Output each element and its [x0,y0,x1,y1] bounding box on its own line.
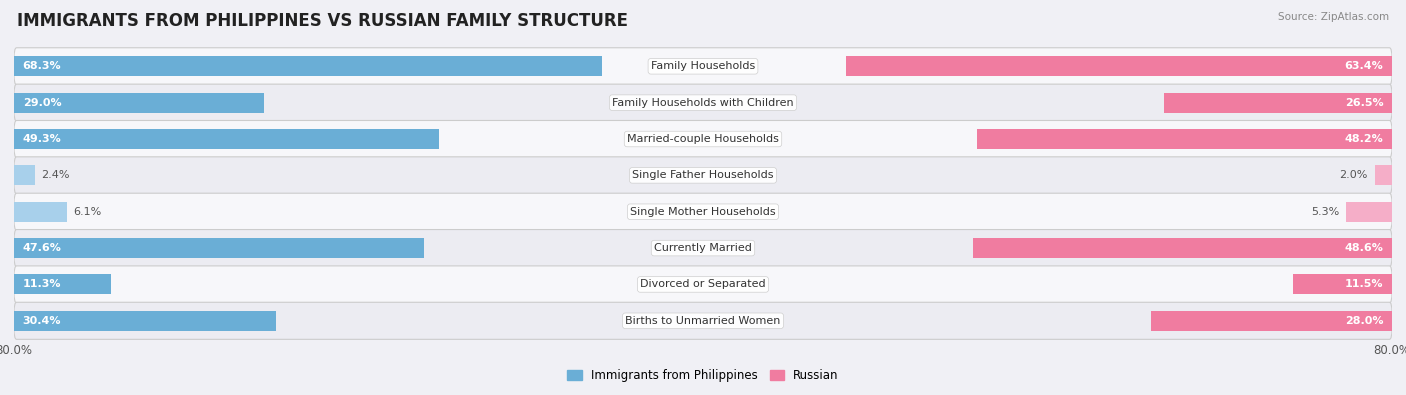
Text: Family Households: Family Households [651,61,755,71]
FancyBboxPatch shape [14,120,1392,158]
Text: 29.0%: 29.0% [22,98,62,108]
Text: 63.4%: 63.4% [1344,61,1384,71]
Bar [1152,311,1392,331]
Bar [14,202,66,222]
Text: 48.2%: 48.2% [1344,134,1384,144]
Text: Family Households with Children: Family Households with Children [612,98,794,108]
Bar [14,311,276,331]
Text: 11.5%: 11.5% [1344,279,1384,290]
Bar [14,166,35,185]
Text: 47.6%: 47.6% [22,243,62,253]
FancyBboxPatch shape [14,229,1392,267]
FancyBboxPatch shape [14,48,1392,85]
Text: 2.0%: 2.0% [1340,170,1368,181]
Bar [977,129,1392,149]
Legend: Immigrants from Philippines, Russian: Immigrants from Philippines, Russian [562,364,844,386]
Text: Source: ZipAtlas.com: Source: ZipAtlas.com [1278,12,1389,22]
FancyBboxPatch shape [14,193,1392,230]
Text: IMMIGRANTS FROM PHILIPPINES VS RUSSIAN FAMILY STRUCTURE: IMMIGRANTS FROM PHILIPPINES VS RUSSIAN F… [17,12,628,30]
Bar [14,238,425,258]
Text: Married-couple Households: Married-couple Households [627,134,779,144]
FancyBboxPatch shape [14,84,1392,121]
Bar [14,56,602,76]
Text: Single Father Households: Single Father Households [633,170,773,181]
FancyBboxPatch shape [14,157,1392,194]
Text: 2.4%: 2.4% [42,170,70,181]
Bar [14,275,111,294]
Text: 11.3%: 11.3% [22,279,62,290]
Text: 30.4%: 30.4% [22,316,62,326]
Bar [14,93,264,113]
Bar [846,56,1392,76]
Text: Divorced or Separated: Divorced or Separated [640,279,766,290]
Text: 68.3%: 68.3% [22,61,62,71]
FancyBboxPatch shape [14,302,1392,339]
Bar [1347,202,1392,222]
Text: 26.5%: 26.5% [1344,98,1384,108]
Text: 48.6%: 48.6% [1344,243,1384,253]
Bar [973,238,1392,258]
Bar [14,129,439,149]
Text: Single Mother Households: Single Mother Households [630,207,776,217]
Bar [1294,275,1392,294]
Text: 6.1%: 6.1% [73,207,101,217]
Bar [1164,93,1392,113]
FancyBboxPatch shape [14,266,1392,303]
Text: 49.3%: 49.3% [22,134,62,144]
Text: Currently Married: Currently Married [654,243,752,253]
Bar [1375,166,1392,185]
Text: Births to Unmarried Women: Births to Unmarried Women [626,316,780,326]
Text: 28.0%: 28.0% [1344,316,1384,326]
Text: 5.3%: 5.3% [1312,207,1340,217]
